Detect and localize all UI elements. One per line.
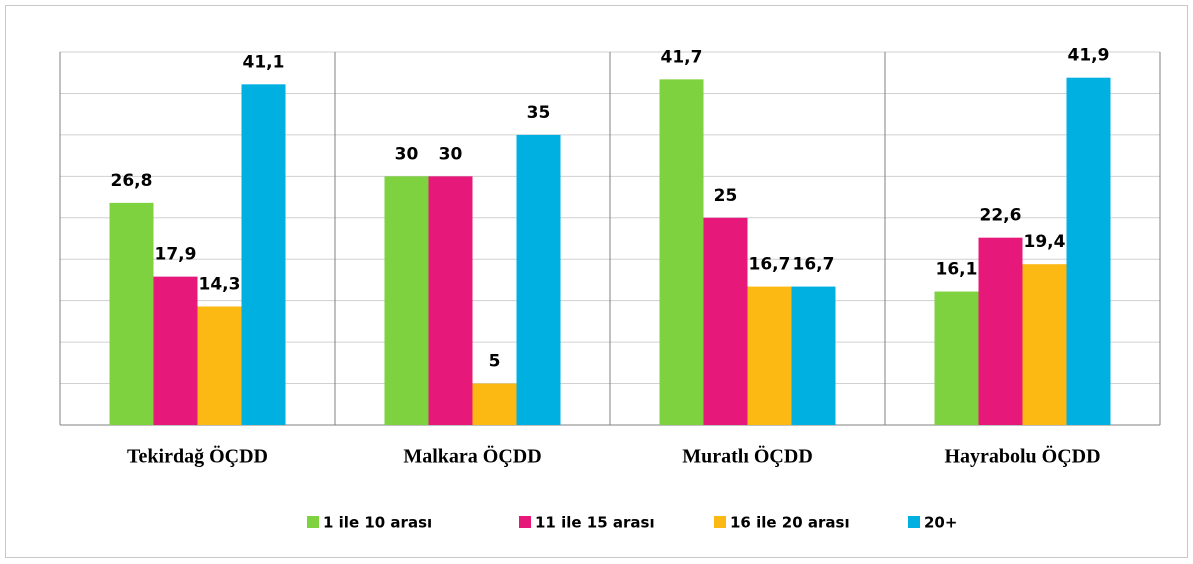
bar <box>659 79 704 425</box>
data-label: 26,8 <box>111 171 153 191</box>
data-label: 17,9 <box>155 245 197 265</box>
bar <box>428 176 473 425</box>
x-tick-label: Muratlı ÖÇDD <box>682 445 813 468</box>
x-tick-label: Tekirdağ ÖÇDD <box>127 445 268 468</box>
bar <box>791 286 836 425</box>
data-label: 30 <box>439 144 463 164</box>
bar <box>197 306 242 425</box>
x-tick-label: Hayrabolu ÖÇDD <box>944 445 1100 468</box>
bar <box>472 383 517 425</box>
data-label: 25 <box>714 186 738 206</box>
bar <box>1022 264 1067 425</box>
bar <box>934 291 979 425</box>
data-label: 30 <box>395 144 419 164</box>
data-label: 16,1 <box>936 260 978 280</box>
bar <box>978 237 1023 425</box>
legend-swatch <box>908 516 920 528</box>
bar <box>516 134 561 425</box>
data-label: 35 <box>527 103 551 123</box>
data-label: 14,3 <box>199 274 241 294</box>
legend-label: 11 ile 15 arası <box>535 514 655 532</box>
bar <box>241 84 286 426</box>
legend-swatch <box>519 516 531 528</box>
data-label: 22,6 <box>980 206 1022 226</box>
data-label: 16,7 <box>749 255 791 275</box>
data-label: 41,1 <box>243 52 285 72</box>
bar <box>747 286 792 425</box>
legend-label: 20+ <box>924 514 957 532</box>
data-label: 41,7 <box>661 47 703 67</box>
bar <box>109 202 154 425</box>
data-label: 16,7 <box>793 255 835 275</box>
x-tick-label: Malkara ÖÇDD <box>403 445 541 468</box>
data-label: 19,4 <box>1024 232 1066 252</box>
legend-swatch <box>714 516 726 528</box>
data-label: 5 <box>489 352 501 372</box>
legend-label: 1 ile 10 arası <box>323 514 432 532</box>
bar <box>703 217 748 425</box>
legend-swatch <box>307 516 319 528</box>
data-label: 41,9 <box>1068 46 1110 66</box>
bar <box>1066 77 1111 425</box>
bar <box>384 176 429 425</box>
legend-label: 16 ile 20 arası <box>730 514 850 532</box>
bar <box>153 276 198 425</box>
